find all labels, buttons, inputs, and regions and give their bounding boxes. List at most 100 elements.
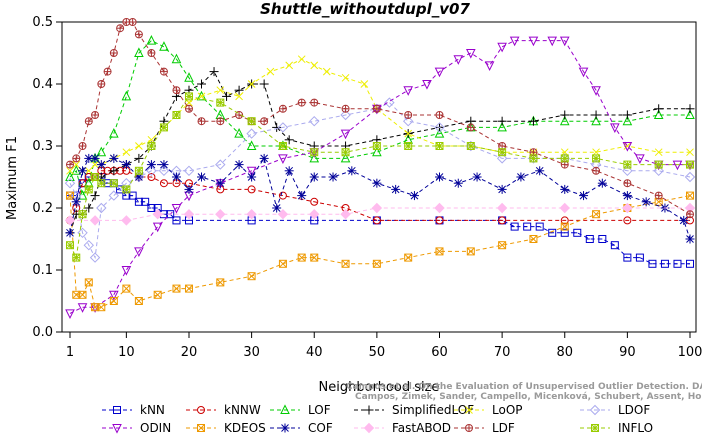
data-point [466, 142, 475, 150]
data-point [686, 210, 694, 219]
data-point [246, 128, 257, 139]
data-point [197, 117, 206, 126]
data-point [78, 290, 87, 299]
legend-item-ldof: LDOF [580, 403, 650, 417]
data-point [280, 404, 290, 414]
data-point [597, 178, 607, 188]
data-point [453, 178, 463, 188]
data-point [171, 204, 182, 214]
data-point [322, 67, 331, 76]
data-point [372, 259, 381, 268]
data-point [510, 222, 519, 231]
data-point [340, 152, 351, 163]
data-point [78, 166, 88, 176]
data-point [435, 111, 444, 119]
data-point [309, 152, 320, 163]
legend-label: COF [308, 421, 333, 434]
data-point [686, 191, 694, 200]
data-point [121, 160, 131, 170]
data-point [497, 42, 507, 53]
data-point [172, 216, 181, 225]
data-point [96, 202, 107, 214]
legend-item-odin: ODIN [102, 421, 171, 434]
data-point [285, 61, 294, 70]
data-point [434, 172, 444, 182]
series-layer [64, 18, 696, 320]
data-point [685, 109, 695, 119]
data-point [97, 80, 106, 88]
data-point [560, 184, 570, 194]
data-point [121, 266, 132, 276]
x-tick-label: 50 [369, 345, 386, 360]
data-point [172, 86, 181, 95]
data-point [297, 55, 306, 64]
data-point [591, 110, 601, 120]
data-point [159, 160, 169, 170]
data-point [278, 259, 287, 268]
data-point [484, 61, 495, 72]
data-point [497, 116, 507, 126]
data-point [146, 34, 157, 45]
data-point [83, 239, 94, 251]
x-tick-label: 30 [243, 345, 260, 360]
y-tick-label: 0.4 [32, 77, 53, 92]
data-point [121, 90, 132, 101]
data-point [71, 197, 81, 207]
data-point [434, 67, 445, 78]
legend-item-fastabod: FastABOD [354, 421, 451, 434]
data-point [589, 404, 601, 416]
data-point [134, 247, 144, 258]
data-point [610, 123, 620, 134]
data-point [404, 129, 413, 138]
data-point [246, 208, 257, 220]
data-point [128, 191, 137, 200]
data-point [64, 215, 76, 226]
x-axis-label: Neighborhood size [319, 380, 440, 395]
data-point [654, 148, 663, 157]
watermark-line-2: Campos, Zimek, Sander, Campello, Micenko… [355, 392, 702, 402]
series-odin [65, 36, 695, 320]
data-point [184, 184, 194, 194]
data-point [528, 36, 539, 47]
data-point [465, 406, 473, 414]
data-point [435, 216, 444, 225]
data-point [591, 86, 601, 96]
data-point [109, 179, 118, 188]
data-point [466, 123, 475, 132]
data-point [309, 172, 319, 182]
data-point [266, 67, 275, 76]
legend-label: SimplifiedLOF [392, 403, 474, 417]
data-point [363, 422, 375, 434]
data-point [622, 110, 632, 120]
data-point [247, 172, 257, 182]
data-point [623, 179, 632, 188]
data-point [623, 160, 632, 169]
data-point [65, 309, 75, 320]
plot-frame [61, 21, 697, 333]
legend-label: FastABOD [392, 421, 451, 434]
data-point [183, 208, 195, 220]
data-point [135, 142, 143, 150]
data-point [309, 115, 320, 127]
watermark-line-1: Campos et al. On the Evaluation of Unsup… [346, 382, 702, 392]
data-point [134, 166, 143, 175]
data-point [183, 165, 195, 177]
data-point [77, 303, 88, 313]
data-point [109, 297, 118, 305]
data-point [686, 148, 694, 157]
data-point [686, 259, 694, 268]
data-point [247, 185, 256, 194]
data-point [654, 104, 664, 114]
data-point [259, 153, 269, 163]
data-point [340, 208, 351, 220]
data-point [591, 424, 599, 432]
data-point [535, 166, 545, 176]
data-point [622, 191, 632, 201]
data-point [146, 165, 157, 177]
data-point [122, 284, 131, 293]
data-point [284, 135, 294, 145]
data-point [496, 153, 508, 164]
data-point [272, 203, 282, 213]
series-line [70, 207, 690, 221]
data-point [222, 91, 232, 101]
